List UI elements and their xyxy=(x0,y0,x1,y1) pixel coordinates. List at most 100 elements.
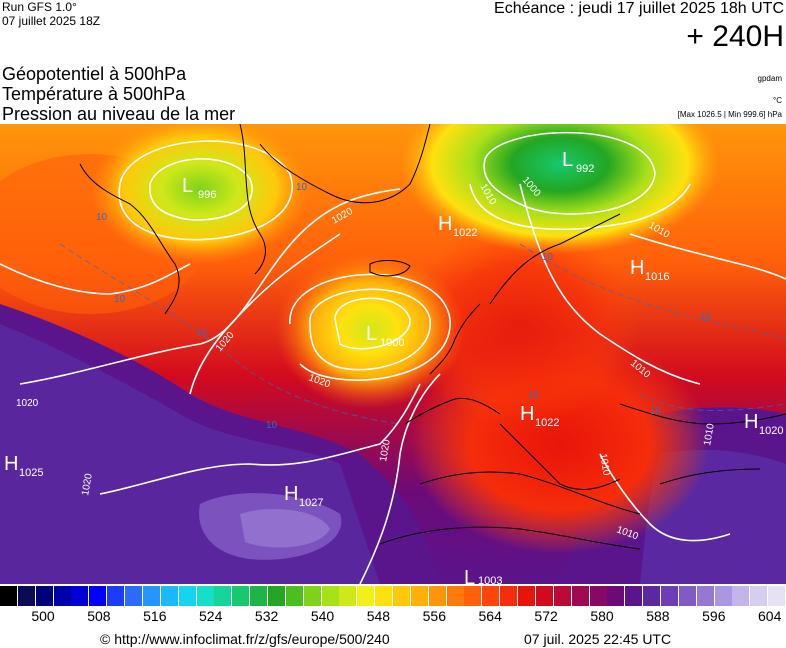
isobar-label: 1020 xyxy=(16,398,39,409)
svg-text:L: L xyxy=(562,149,573,171)
pressure-low-1000: L 1000 xyxy=(366,323,404,349)
temp-label: 10 xyxy=(542,252,554,263)
color-scale-swatch xyxy=(71,586,90,606)
color-scale-swatch xyxy=(500,586,519,606)
color-scale-ticks: 500 508 516 524 532 540 548 556 564 572 580 588 596 6… xyxy=(0,608,786,628)
pressure-low-996: L 996 xyxy=(182,175,216,201)
color-scale-tick-label: 524 xyxy=(199,608,223,624)
svg-text:L: L xyxy=(366,323,377,345)
color-scale-bar xyxy=(0,586,786,606)
color-scale-swatch xyxy=(250,586,269,606)
color-scale-swatch xyxy=(660,586,679,606)
color-scale-swatch xyxy=(107,586,126,606)
isobar-label: 1020 xyxy=(378,438,393,462)
svg-text:H: H xyxy=(744,411,758,433)
svg-text:1027: 1027 xyxy=(299,497,323,509)
color-scale-swatch xyxy=(625,586,644,606)
color-scale-tick-label: 516 xyxy=(143,608,167,624)
pressure-high-1025: H 1025 xyxy=(4,453,43,479)
svg-text:1025: 1025 xyxy=(19,467,43,479)
color-scale-swatch xyxy=(339,586,358,606)
pressure-high-1016: H 1016 xyxy=(630,257,669,283)
color-scale-swatch xyxy=(428,586,447,606)
color-scale-swatch xyxy=(446,586,465,606)
pressure-high-1022-central: H 1022 xyxy=(520,403,559,429)
color-scale-swatch xyxy=(696,586,715,606)
color-scale-tick-label: 604 xyxy=(758,608,782,624)
svg-text:996: 996 xyxy=(198,189,216,201)
color-scale-tick-label: 564 xyxy=(478,608,502,624)
generation-timestamp: 07 juil. 2025 22:45 UTC xyxy=(524,631,672,647)
forecast-lead: + 240H xyxy=(686,20,784,53)
color-scale-swatch xyxy=(160,586,179,606)
color-scale-tick-label: 596 xyxy=(702,608,726,624)
color-scale-swatch xyxy=(410,586,429,606)
color-scale-tick-label: 580 xyxy=(590,608,614,624)
temp-label: 10 xyxy=(650,406,662,417)
source-url: © http://www.infoclimat.fr/z/gfs/europe/… xyxy=(100,631,390,647)
valid-time: Echéance : jeudi 17 juillet 2025 18h UTC xyxy=(494,0,784,17)
color-scale-tick-label: 588 xyxy=(646,608,670,624)
isobar-label: 1020 xyxy=(80,472,95,496)
pressure-low-1003: L 1003 xyxy=(464,567,502,584)
color-scale-swatch xyxy=(196,586,215,606)
color-scale-swatch xyxy=(35,586,54,606)
temp-label: 10 xyxy=(114,294,126,305)
svg-text:1022: 1022 xyxy=(535,417,559,429)
color-scale-tick-label: 500 xyxy=(31,608,55,624)
svg-text:L: L xyxy=(182,175,193,197)
param-temperature: Température à 500hPa xyxy=(2,84,186,104)
color-scale-swatch xyxy=(285,586,304,606)
param-pressure: Pression au niveau de la mer xyxy=(2,104,236,124)
color-scale-swatch xyxy=(214,586,233,606)
isobar-label: 1010 xyxy=(702,422,717,446)
svg-text:L: L xyxy=(464,567,475,584)
color-scale-swatch xyxy=(375,586,394,606)
color-scale-swatch xyxy=(518,586,537,606)
color-scale-swatch xyxy=(482,586,501,606)
unit-gpdam: gpdam xyxy=(757,74,782,83)
color-scale-swatch xyxy=(142,586,161,606)
color-scale-swatch xyxy=(357,586,376,606)
color-scale-swatch xyxy=(732,586,751,606)
color-scale-tick-label: 532 xyxy=(254,608,279,624)
color-scale-swatch xyxy=(53,586,72,606)
svg-text:1003: 1003 xyxy=(478,575,502,584)
svg-text:1020: 1020 xyxy=(759,425,783,437)
color-scale-swatch xyxy=(303,586,322,606)
color-scale-swatch xyxy=(768,586,786,606)
color-scale-tick-label: 508 xyxy=(87,608,111,624)
color-scale-swatch xyxy=(89,586,108,606)
pressure-low-992: L 992 xyxy=(562,149,594,175)
color-scale-swatch xyxy=(571,586,590,606)
color-scale-tick-label: 540 xyxy=(310,608,335,624)
color-scale-swatch xyxy=(125,586,144,606)
color-scale-tick-label: 548 xyxy=(366,608,391,624)
color-scale-swatch xyxy=(321,586,340,606)
svg-text:992: 992 xyxy=(576,163,594,175)
color-scale-swatch xyxy=(678,586,697,606)
temp-label: 10 xyxy=(296,182,308,193)
weather-map: L 996 L 992 H 1022 H 1016 L 1000 H 1022 … xyxy=(0,124,786,584)
temp-label: 10 xyxy=(266,420,278,431)
color-scale-swatch xyxy=(464,586,483,606)
color-scale-swatch xyxy=(643,586,662,606)
color-scale-swatch xyxy=(393,586,411,606)
unit-celsius: °C xyxy=(773,96,782,105)
isobar-label: 1010 xyxy=(597,453,612,477)
svg-text:1016: 1016 xyxy=(645,271,669,283)
color-scale-swatch xyxy=(535,586,554,606)
color-scale-swatch xyxy=(589,586,608,606)
pressure-high-1027: H 1027 xyxy=(284,483,323,509)
color-scale-swatch xyxy=(714,586,733,606)
run-title: Run GFS 1.0° xyxy=(2,0,77,14)
temp-label: 10 xyxy=(96,212,108,223)
run-date: 07 juillet 2025 18Z xyxy=(2,14,101,28)
pressure-high-1020-east: H 1020 xyxy=(744,411,783,437)
svg-text:H: H xyxy=(630,257,644,279)
pressure-high-1022-north: H 1022 xyxy=(438,213,477,239)
color-scale-swatch xyxy=(267,586,286,606)
svg-text:H: H xyxy=(520,403,534,425)
color-scale-swatch xyxy=(232,586,251,606)
color-scale-swatch xyxy=(17,586,36,606)
